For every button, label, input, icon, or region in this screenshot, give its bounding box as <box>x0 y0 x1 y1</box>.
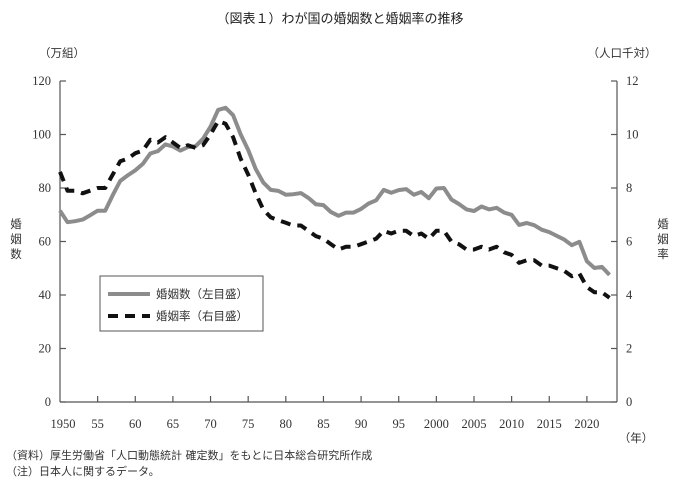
chart-title: （図表１）わが国の婚姻数と婚姻率の推移 <box>216 11 463 27</box>
x-tick-label: 60 <box>129 417 142 431</box>
source-note: （資料）厚生労働省「人口動態統計 確定数」をもとに日本総合研究所作成 <box>6 448 372 462</box>
right-y-tick-label: 2 <box>626 342 632 356</box>
left-y-tick-label: 40 <box>39 288 52 302</box>
right-axis-unit: （人口千対） <box>588 46 657 60</box>
left-y-tick-label: 60 <box>39 235 52 249</box>
axis-label-char: 婚 <box>657 217 669 231</box>
right-y-tick-label: 0 <box>626 395 632 409</box>
legend-label: 婚姻率（右目盛） <box>156 309 248 323</box>
x-tick-label: 90 <box>355 417 368 431</box>
x-tick-label: 65 <box>167 417 180 431</box>
left-axis-unit: （万組） <box>39 46 85 60</box>
x-tick-label: 2015 <box>537 417 562 431</box>
axis-label-char: 婚 <box>10 217 22 231</box>
left-y-tick-label: 120 <box>32 74 51 88</box>
series-line-marriage-rate <box>58 119 611 300</box>
right-y-tick-label: 8 <box>626 181 632 195</box>
axes: 0 20 40 60 80 100 120 0 2 4 6 8 10 12 1950 55 60 65 70 75 80… <box>32 74 638 431</box>
right-y-tick-label: 4 <box>626 288 633 302</box>
axis-label-char: 率 <box>657 247 669 261</box>
left-y-tick-label: 20 <box>39 342 52 356</box>
x-tick-label: 2005 <box>461 417 486 431</box>
right-y-tick-label: 10 <box>626 128 639 142</box>
left-y-tick-label: 80 <box>39 181 52 195</box>
x-tick-label: 1950 <box>51 417 76 431</box>
x-tick-label: 85 <box>317 417 330 431</box>
x-tick-label: 2020 <box>574 417 599 431</box>
x-tick-label: 2000 <box>424 417 449 431</box>
left-y-tick-label: 100 <box>32 128 51 142</box>
series-line-marriages <box>58 105 611 277</box>
x-tick-label: 80 <box>280 417 293 431</box>
left-axis-label: 婚姻数 <box>10 217 22 261</box>
right-y-tick-label: 6 <box>626 235 632 249</box>
legend-box <box>99 275 264 332</box>
x-tick-label: 70 <box>204 417 217 431</box>
axis-label-char: 姻 <box>10 232 22 246</box>
legend: 婚姻数（左目盛） 婚姻率（右目盛） <box>99 275 264 332</box>
x-tick-label: 95 <box>392 417 405 431</box>
right-axis-label: 婚姻率 <box>657 217 669 261</box>
x-tick-label: 2010 <box>499 417 524 431</box>
left-y-tick-label: 0 <box>45 395 51 409</box>
right-y-tick-label: 12 <box>626 74 639 88</box>
footnote: （注）日本人に関するデータ。 <box>6 464 160 478</box>
x-tick-label: 55 <box>91 417 104 431</box>
x-tick-label: 75 <box>242 417 255 431</box>
axis-label-char: 数 <box>10 247 22 261</box>
series-lines <box>58 105 611 300</box>
axis-label-char: 姻 <box>657 232 669 246</box>
legend-label: 婚姻数（左目盛） <box>156 287 248 301</box>
x-axis-unit: （年） <box>619 431 654 445</box>
